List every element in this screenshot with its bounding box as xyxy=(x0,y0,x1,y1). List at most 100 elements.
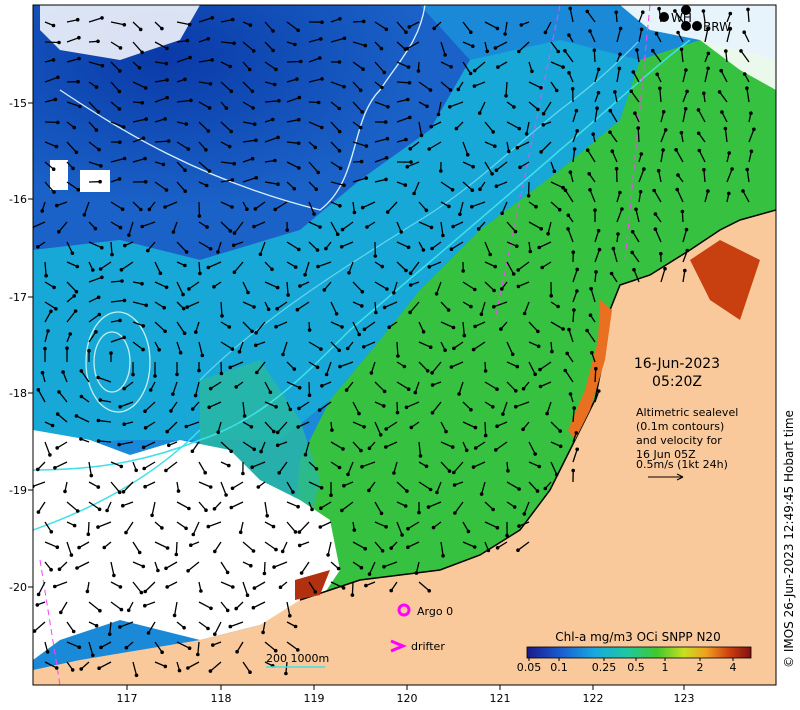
velocity-arrow-head xyxy=(234,606,238,611)
velocity-arrow xyxy=(66,310,77,323)
velocity-arrow xyxy=(298,401,310,409)
velocity-arrow xyxy=(370,361,376,374)
velocity-arrow-head xyxy=(231,585,235,589)
velocity-arrow-head xyxy=(537,245,541,250)
velocity-arrow-head xyxy=(561,327,565,331)
velocity-arrow xyxy=(393,281,398,293)
velocity-arrow-head xyxy=(382,305,387,310)
velocity-arrow xyxy=(374,501,383,514)
velocity-arrow xyxy=(682,91,688,103)
velocity-arrow-head xyxy=(723,126,728,131)
velocity-arrow xyxy=(66,19,78,23)
velocity-arrow xyxy=(97,376,112,383)
velocity-arrow-head xyxy=(409,425,414,430)
velocity-arrow xyxy=(550,181,564,189)
velocity-arrow-head xyxy=(208,247,213,251)
velocity-arrow-head xyxy=(652,188,656,193)
velocity-arrow-head xyxy=(742,72,747,76)
velocity-arrow-head xyxy=(272,82,277,87)
velocity-arrow xyxy=(308,121,323,129)
velocity-arrow-head xyxy=(278,585,283,589)
velocity-arrow-head xyxy=(490,172,494,176)
velocity-arrow xyxy=(506,361,518,368)
velocity-arrow xyxy=(44,661,57,669)
velocity-arrow-head xyxy=(75,566,79,570)
velocity-arrow-head xyxy=(385,136,390,141)
velocity-arrow-head xyxy=(384,445,388,449)
velocity-arrow-head xyxy=(232,270,237,275)
velocity-arrow-head xyxy=(567,33,571,37)
velocity-arrow xyxy=(564,370,574,383)
velocity-arrow xyxy=(440,461,450,472)
velocity-arrow xyxy=(220,221,231,232)
velocity-arrow xyxy=(110,241,113,255)
velocity-arrow xyxy=(517,141,530,149)
velocity-arrow xyxy=(612,248,618,263)
velocity-arrow-head xyxy=(196,652,200,657)
velocity-arrow-head xyxy=(121,503,125,508)
velocity-arrow xyxy=(616,208,623,223)
velocity-arrow xyxy=(165,461,178,472)
velocity-arrow-head xyxy=(421,330,426,334)
velocity-arrow-head xyxy=(408,283,413,287)
velocity-arrow xyxy=(88,331,97,343)
velocity-arrow xyxy=(132,541,141,553)
velocity-arrow-head xyxy=(450,445,455,449)
velocity-arrow-head xyxy=(281,352,285,357)
velocity-arrow-head xyxy=(379,46,384,51)
velocity-arrow-head xyxy=(457,392,461,396)
velocity-arrow-head xyxy=(91,268,95,272)
velocity-arrow-head xyxy=(429,124,434,129)
x-tick-label: 122 xyxy=(583,692,604,705)
land-mass xyxy=(300,210,776,685)
velocity-arrow-head xyxy=(541,123,546,127)
velocity-arrow xyxy=(406,41,420,50)
velocity-arrow xyxy=(165,561,178,569)
velocity-arrow-head xyxy=(206,265,211,270)
velocity-arrow-head xyxy=(137,550,142,555)
velocity-arrow-head xyxy=(512,105,516,109)
colorbar-tick-label: 0.25 xyxy=(592,661,617,674)
velocity-arrow xyxy=(176,501,190,510)
velocity-arrow-head xyxy=(252,122,257,126)
velocity-arrow-head xyxy=(405,46,409,51)
velocity-arrow xyxy=(547,221,552,234)
velocity-arrow xyxy=(44,181,55,193)
track-line xyxy=(624,5,651,261)
velocity-arrow-head xyxy=(404,30,408,34)
y-tick-label: -18 xyxy=(9,387,27,400)
velocity-arrow xyxy=(746,88,750,103)
velocity-arrow-head xyxy=(234,385,238,389)
velocity-arrow-head xyxy=(701,9,706,13)
velocity-arrow-head xyxy=(663,128,668,132)
velocity-arrow-head xyxy=(297,247,301,252)
velocity-arrow xyxy=(593,50,596,63)
velocity-arrow-head xyxy=(252,586,257,590)
velocity-arrow-head xyxy=(232,41,236,46)
velocity-arrow-head xyxy=(87,348,91,353)
velocity-arrow-head xyxy=(272,565,276,569)
velocity-arrow xyxy=(418,121,423,136)
velocity-arrow-head xyxy=(483,433,488,438)
velocity-arrow xyxy=(100,399,112,403)
velocity-arrow-head xyxy=(99,164,103,168)
velocity-arrow-head xyxy=(127,233,131,237)
velocity-arrow-head xyxy=(45,650,50,654)
velocity-arrow-head xyxy=(345,346,350,351)
velocity-arrow-head xyxy=(297,530,302,534)
velocity-arrow xyxy=(44,301,57,310)
velocity-arrow-head xyxy=(275,443,280,448)
velocity-arrow-head xyxy=(654,31,659,36)
velocity-arrow-head xyxy=(540,265,544,270)
velocity-arrow-head xyxy=(110,252,114,257)
x-axis: 117 118 119 120 121 122 123 xyxy=(117,685,695,705)
velocity-arrow xyxy=(654,228,662,243)
velocity-arrow-head xyxy=(109,351,113,355)
velocity-arrow xyxy=(682,108,687,123)
velocity-arrow-head xyxy=(197,368,201,373)
velocity-arrow-head xyxy=(122,335,126,340)
velocity-arrow-head xyxy=(449,247,454,251)
velocity-arrow-head xyxy=(59,610,63,615)
velocity-arrow xyxy=(298,521,310,533)
velocity-arrow xyxy=(132,341,144,351)
